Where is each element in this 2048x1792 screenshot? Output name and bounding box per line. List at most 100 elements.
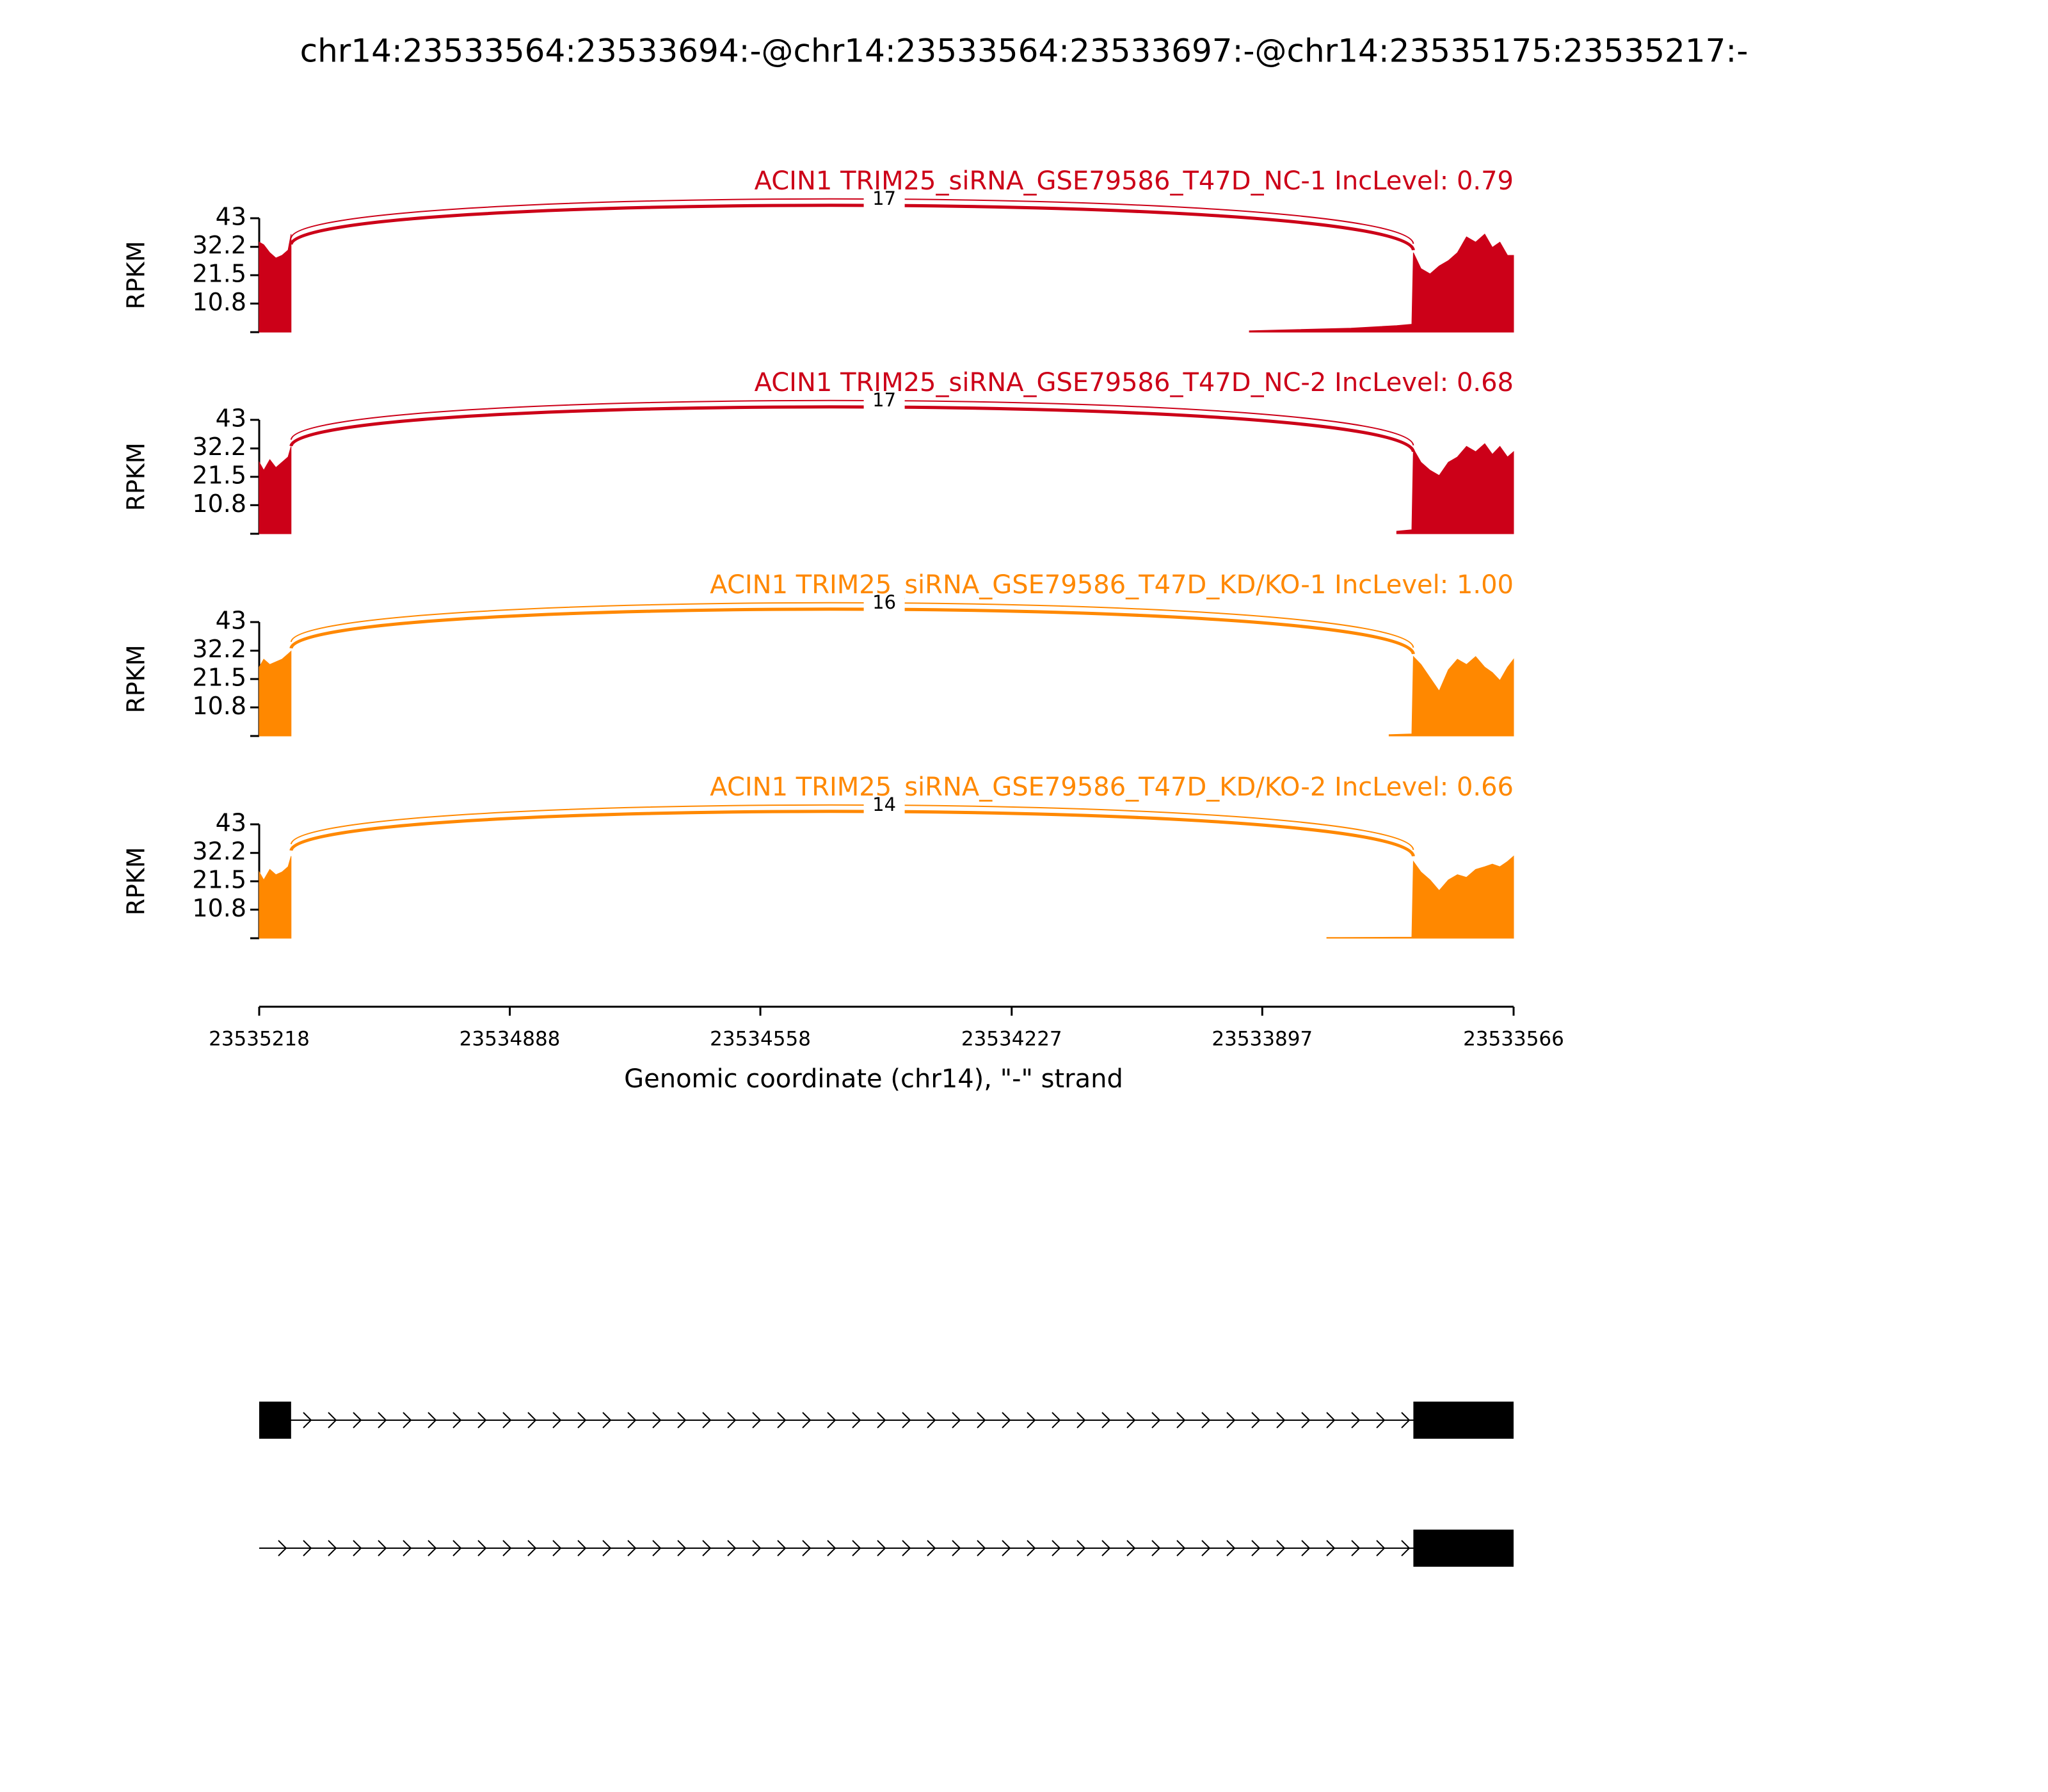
strand-chevron <box>502 1412 512 1428</box>
y-tick-label: 32.2 <box>192 635 246 663</box>
strand-chevron <box>278 1540 287 1556</box>
junction-arc-outline <box>290 804 1414 851</box>
x-tick-label: 23534227 <box>961 1028 1062 1051</box>
strand-chevron <box>902 1412 911 1428</box>
strand-chevron <box>1326 1412 1336 1428</box>
strand-chevron <box>627 1412 637 1428</box>
strand-chevron <box>577 1412 587 1428</box>
y-axis-label: RPKM <box>122 644 150 713</box>
y-tick-label: 32.2 <box>192 231 246 259</box>
strand-chevron <box>378 1540 387 1556</box>
y-tick-label: 21.5 <box>192 664 246 692</box>
y-tick-label: 10.8 <box>192 692 246 720</box>
strand-chevron <box>677 1412 687 1428</box>
strand-chevron <box>927 1540 936 1556</box>
strand-chevron <box>877 1540 886 1556</box>
strand-chevron <box>602 1540 612 1556</box>
chart-title: chr14:23533564:23533694:-@chr14:23533564… <box>300 33 1748 70</box>
strand-chevron <box>802 1540 812 1556</box>
strand-chevron <box>902 1540 911 1556</box>
junction-label: 17 <box>872 389 896 411</box>
y-tick-label: 21.5 <box>192 866 246 894</box>
strand-chevron <box>428 1412 437 1428</box>
junction-arc <box>289 204 1415 251</box>
strand-chevron <box>552 1540 562 1556</box>
strand-chevron <box>303 1412 312 1428</box>
strand-chevron <box>1151 1412 1161 1428</box>
exon <box>259 1402 291 1439</box>
strand-chevron <box>1301 1540 1311 1556</box>
junction-arc <box>289 607 1415 655</box>
coverage-area <box>259 856 292 939</box>
strand-chevron <box>527 1412 537 1428</box>
strand-chevron <box>827 1540 836 1556</box>
y-axis-label: RPKM <box>122 442 150 511</box>
strand-chevron <box>852 1540 861 1556</box>
strand-chevron <box>1052 1540 1061 1556</box>
junction-label-bg <box>863 190 905 209</box>
y-tick-label: 43 <box>216 203 246 231</box>
strand-chevron <box>1226 1540 1236 1556</box>
strand-chevron <box>1226 1412 1236 1428</box>
junction-arc-outline <box>290 602 1414 648</box>
strand-chevron <box>877 1412 886 1428</box>
strand-chevron <box>627 1540 637 1556</box>
strand-chevron <box>477 1412 487 1428</box>
y-tick-label: 10.8 <box>192 894 246 922</box>
strand-chevron <box>1027 1540 1036 1556</box>
strand-chevron <box>1052 1412 1061 1428</box>
strand-chevron <box>727 1540 737 1556</box>
strand-chevron <box>527 1540 537 1556</box>
strand-chevron <box>1076 1540 1086 1556</box>
coverage-area <box>259 650 292 737</box>
coverage-area <box>1388 655 1514 737</box>
x-axis-label: Genomic coordinate (chr14), "-" strand <box>624 1064 1123 1094</box>
junction-label-bg <box>863 796 905 815</box>
y-tick-label: 21.5 <box>192 260 246 288</box>
strand-chevron <box>452 1412 462 1428</box>
strand-chevron <box>977 1412 986 1428</box>
strand-chevron <box>752 1412 762 1428</box>
junction-label: 16 <box>872 591 896 613</box>
strand-chevron <box>1002 1540 1011 1556</box>
strand-chevron <box>952 1540 961 1556</box>
strand-chevron <box>353 1412 362 1428</box>
strand-chevron <box>752 1540 762 1556</box>
exon <box>1413 1530 1514 1567</box>
junction-label-bg <box>863 392 905 411</box>
strand-chevron <box>1126 1540 1136 1556</box>
strand-chevron <box>378 1412 387 1428</box>
strand-chevron <box>1376 1540 1386 1556</box>
strand-chevron <box>1176 1540 1186 1556</box>
strand-chevron <box>1376 1412 1386 1428</box>
track-title: ACIN1 TRIM25_siRNA_GSE79586_T47D_KD/KO-2… <box>710 772 1514 802</box>
strand-chevron <box>1401 1412 1411 1428</box>
strand-chevron <box>827 1412 836 1428</box>
strand-chevron <box>702 1540 712 1556</box>
y-tick-label: 43 <box>216 404 246 433</box>
strand-chevron <box>1276 1540 1286 1556</box>
junction-label-bg <box>863 594 905 613</box>
strand-chevron <box>428 1540 437 1556</box>
exon <box>1413 1402 1514 1439</box>
strand-chevron <box>303 1540 312 1556</box>
y-tick-label: 32.2 <box>192 433 246 461</box>
strand-chevron <box>403 1412 412 1428</box>
y-tick-label: 43 <box>216 607 246 635</box>
coverage-area <box>1249 234 1514 333</box>
junction-arc-outline <box>290 198 1414 244</box>
strand-chevron <box>1101 1540 1111 1556</box>
strand-chevron <box>1002 1412 1011 1428</box>
coverage-area <box>1396 443 1514 534</box>
y-tick-label: 10.8 <box>192 490 246 518</box>
junction-label: 14 <box>872 794 896 815</box>
y-axis-label: RPKM <box>122 241 150 309</box>
strand-chevron <box>1276 1412 1286 1428</box>
strand-chevron <box>677 1540 687 1556</box>
junction-label: 17 <box>872 188 896 209</box>
strand-chevron <box>1101 1412 1111 1428</box>
strand-chevron <box>552 1412 562 1428</box>
coverage-area <box>259 446 292 534</box>
strand-chevron <box>952 1412 961 1428</box>
